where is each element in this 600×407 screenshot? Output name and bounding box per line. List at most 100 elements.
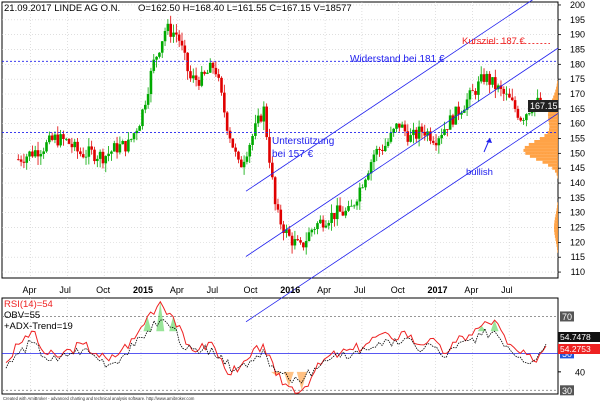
volume-profile-bar <box>557 249 558 253</box>
ohlc-readout: O=162.50 H=168.40 L=161.55 C=167.15 V=18… <box>138 3 352 14</box>
candle-body <box>36 150 40 157</box>
price-tick-label: 175 <box>570 74 585 84</box>
volume-profile-bar <box>554 232 558 235</box>
candle-body <box>110 151 113 154</box>
last-price-box <box>528 100 558 112</box>
candle-body <box>426 131 429 136</box>
candle-body <box>228 130 232 139</box>
volume-profile-bar <box>555 237 558 241</box>
candle-body <box>53 134 57 140</box>
candle-body <box>48 135 51 143</box>
price-tick-label: 180 <box>570 59 585 69</box>
candle-body <box>225 112 229 131</box>
candle-body <box>406 131 410 142</box>
target-label: Kursziel: 187 € <box>462 36 526 47</box>
candle-body <box>282 224 285 234</box>
volume-profile-bar <box>548 163 558 167</box>
candle-body <box>203 71 206 74</box>
volume-profile-bar <box>557 80 558 84</box>
volume-profile-bar <box>556 172 558 176</box>
price-tick-label: 150 <box>570 148 585 158</box>
volume-profile-bar <box>554 169 558 173</box>
candle-body <box>149 70 153 95</box>
volume-profile-bar <box>556 86 558 90</box>
candle-body <box>527 113 531 115</box>
candle-body <box>160 41 164 53</box>
footer-credit: Created with AmiBroker - advanced charti… <box>3 396 195 401</box>
candle-body <box>251 135 254 145</box>
candle-body <box>477 81 480 95</box>
candle-body <box>287 229 291 236</box>
candle-body <box>206 72 209 74</box>
candle-body <box>389 132 393 142</box>
candle-body <box>361 187 364 189</box>
candle-body <box>177 34 181 41</box>
candle-body <box>522 120 525 121</box>
candle-body <box>163 31 167 42</box>
price-tick-label: 165 <box>570 104 585 114</box>
volume-profile-bar <box>536 157 558 161</box>
candle-body <box>395 123 398 129</box>
volume-profile-bar <box>544 134 558 138</box>
volume-profile-bar <box>554 234 558 238</box>
volume-profile-bar <box>529 154 558 158</box>
candle-body <box>141 109 144 127</box>
candle-body <box>333 212 336 220</box>
candle-body <box>33 150 37 157</box>
candle-body <box>124 141 127 152</box>
candle-body <box>530 110 534 114</box>
candle-body <box>155 56 158 60</box>
time-tick-label: Jul <box>501 285 513 295</box>
candle-body <box>197 79 201 86</box>
price-tick-label: 170 <box>570 89 585 99</box>
candle-body <box>93 149 96 162</box>
volume-profile-bar <box>547 131 558 135</box>
candle-body <box>67 138 71 144</box>
candle-body <box>81 154 85 158</box>
rsi-last-box <box>558 344 600 354</box>
channel-lower-line <box>245 113 559 323</box>
candle-body <box>121 141 125 145</box>
candle-body <box>482 74 486 82</box>
time-tick-label: Oct <box>243 285 258 295</box>
candle-body <box>327 222 331 226</box>
volume-profile-bar <box>548 119 558 123</box>
candle-body <box>180 40 184 46</box>
candle-body <box>502 88 506 94</box>
candle-body <box>420 126 424 132</box>
candle-body <box>409 135 412 142</box>
volume-profile-bar <box>525 151 558 155</box>
candle-body <box>304 241 308 248</box>
candle-body <box>516 108 520 118</box>
candle-body <box>499 85 503 89</box>
candle-body <box>460 112 463 115</box>
candle-body <box>214 67 218 75</box>
candle-body <box>519 117 523 121</box>
volume-profile-bar <box>524 145 558 149</box>
indicator-series <box>2 300 558 394</box>
candle-body <box>152 59 156 71</box>
candle-body <box>412 129 415 136</box>
resistance-label: Widerstand bei 181 € <box>350 54 445 65</box>
support-label-line1: Unterstützung <box>272 136 334 147</box>
volume-profile-bar <box>556 240 558 244</box>
candle-body <box>372 154 376 163</box>
candle-body <box>175 32 178 35</box>
candle-body <box>237 151 240 160</box>
time-tick-label: Oct <box>96 285 111 295</box>
candle-body <box>296 239 300 241</box>
candle-body <box>268 137 271 163</box>
volume-profile-bar <box>549 125 558 129</box>
candle-body <box>474 91 477 95</box>
candle-body <box>508 93 511 98</box>
volume-profile-bar <box>539 137 558 140</box>
volume-profile-bar <box>534 140 558 143</box>
candle-body <box>338 205 342 212</box>
support-label-line2: bei 157 € <box>272 149 314 160</box>
candle-body <box>39 153 43 157</box>
volume-profile-bar <box>523 148 558 152</box>
candle-body <box>324 225 328 228</box>
candle-body <box>434 142 438 146</box>
candle-body <box>56 134 60 146</box>
